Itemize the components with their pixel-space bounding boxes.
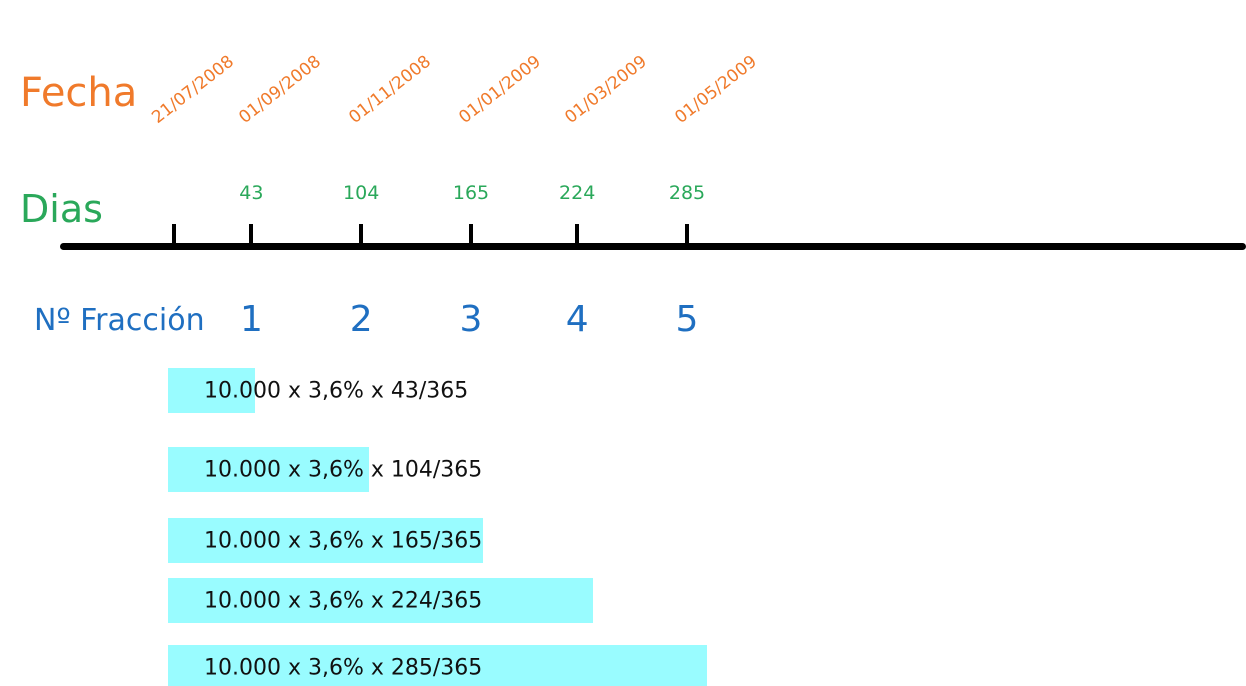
fraction-number-label: 5 [675, 299, 699, 340]
interest-formula: 10.000 x 3,6% x 43/365 [204, 378, 469, 403]
fraction-tick [685, 224, 689, 244]
fecha-row-label: Fecha [20, 70, 138, 116]
fraction-days-label: 43 [239, 182, 264, 204]
interest-formula: 10.000 x 3,6% x 165/365 [204, 528, 483, 553]
interest-bar: 10.000 x 3,6% x 43/365 [168, 368, 468, 413]
interest-formula: 10.000 x 3,6% x 285/365 [204, 655, 483, 680]
fraction-days-label: 165 [452, 182, 490, 204]
fraction-tick [249, 224, 254, 244]
fraccion-row-label: Nº Fracción [34, 303, 205, 338]
fraction-days-label: 224 [559, 182, 596, 204]
interest-bar: 10.000 x 3,6% x 165/365 [168, 518, 483, 563]
timeline-axis [60, 243, 1246, 250]
fraction-number-label: 4 [565, 299, 589, 340]
fraction-days-label: 104 [343, 182, 380, 204]
fraction-date-label: 01/05/2009 [671, 51, 761, 128]
interest-formula: 10.000 x 3,6% x 224/365 [204, 588, 483, 613]
fraction-days-label: 285 [668, 182, 706, 204]
fraction-date-label: 01/03/2009 [561, 51, 652, 128]
fraction-tick [469, 224, 473, 244]
interest-bar: 10.000 x 3,6% x 104/365 [168, 447, 482, 492]
fraction-date-label: 01/11/2008 [345, 51, 436, 128]
interest-bar: 10.000 x 3,6% x 224/365 [168, 578, 593, 623]
fraction-date-label: 01/09/2008 [235, 51, 326, 128]
origin-date-label: 21/07/2008 [148, 51, 238, 128]
fraction-number-label: 2 [349, 299, 373, 340]
interest-formula: 10.000 x 3,6% x 104/365 [204, 457, 483, 482]
interest-bar: 10.000 x 3,6% x 285/365 [168, 645, 707, 686]
fraction-tick [575, 224, 580, 244]
origin-tick [172, 224, 176, 244]
dias-row-label: Dias [20, 187, 103, 231]
fraction-date-label: 01/01/2009 [455, 51, 545, 128]
fraction-tick [359, 224, 364, 244]
fraction-number-label: 3 [459, 299, 483, 340]
fraction-number-label: 1 [239, 299, 263, 340]
